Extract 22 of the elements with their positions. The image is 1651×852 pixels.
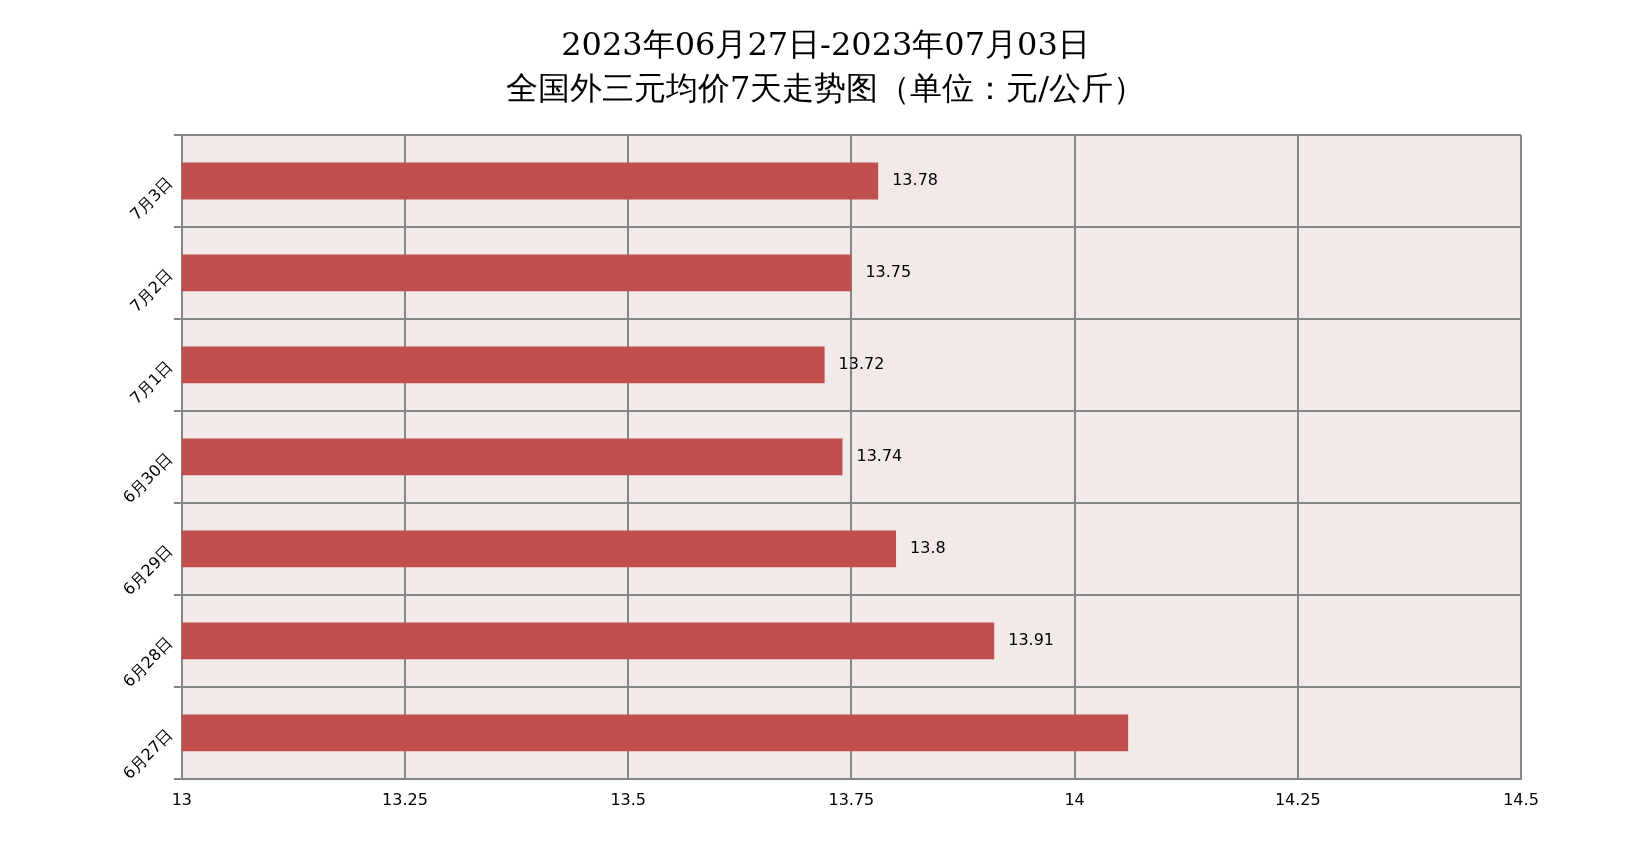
y-tick-label: 6月27日: [118, 725, 177, 783]
chart-subtitle: 全国外三元均价7天走势图（单位：元/公斤）: [504, 68, 1147, 109]
data-label: 13.78: [892, 170, 938, 190]
x-tick-label: 14.25: [1274, 789, 1321, 809]
data-label: 13.74: [856, 446, 903, 466]
y-tick-label: 7月2日: [126, 265, 177, 316]
chart-title: 2023年06月27日-2023年07月03日: [560, 24, 1091, 65]
x-tick-label: 13.5: [610, 789, 647, 809]
y-tick-label: 6月30日: [118, 449, 177, 507]
data-label: 13.91: [1008, 630, 1055, 649]
data-label: 13.72: [838, 354, 885, 374]
y-tick-label: 7月3日: [126, 173, 177, 224]
y-tick-label: 6月29日: [118, 541, 177, 599]
data-label: 13.8: [910, 538, 946, 558]
y-tick-label: 6月28日: [118, 633, 177, 691]
data-label: 13.75: [865, 262, 912, 282]
y-tick-label: 7月1日: [126, 357, 177, 408]
x-tick-label: 14: [1064, 789, 1085, 809]
x-tick-label: 14.5: [1503, 789, 1539, 809]
x-tick-label: 13.25: [382, 789, 428, 809]
x-tick-label: 13: [171, 789, 192, 809]
x-tick-label: 13.75: [828, 789, 875, 809]
